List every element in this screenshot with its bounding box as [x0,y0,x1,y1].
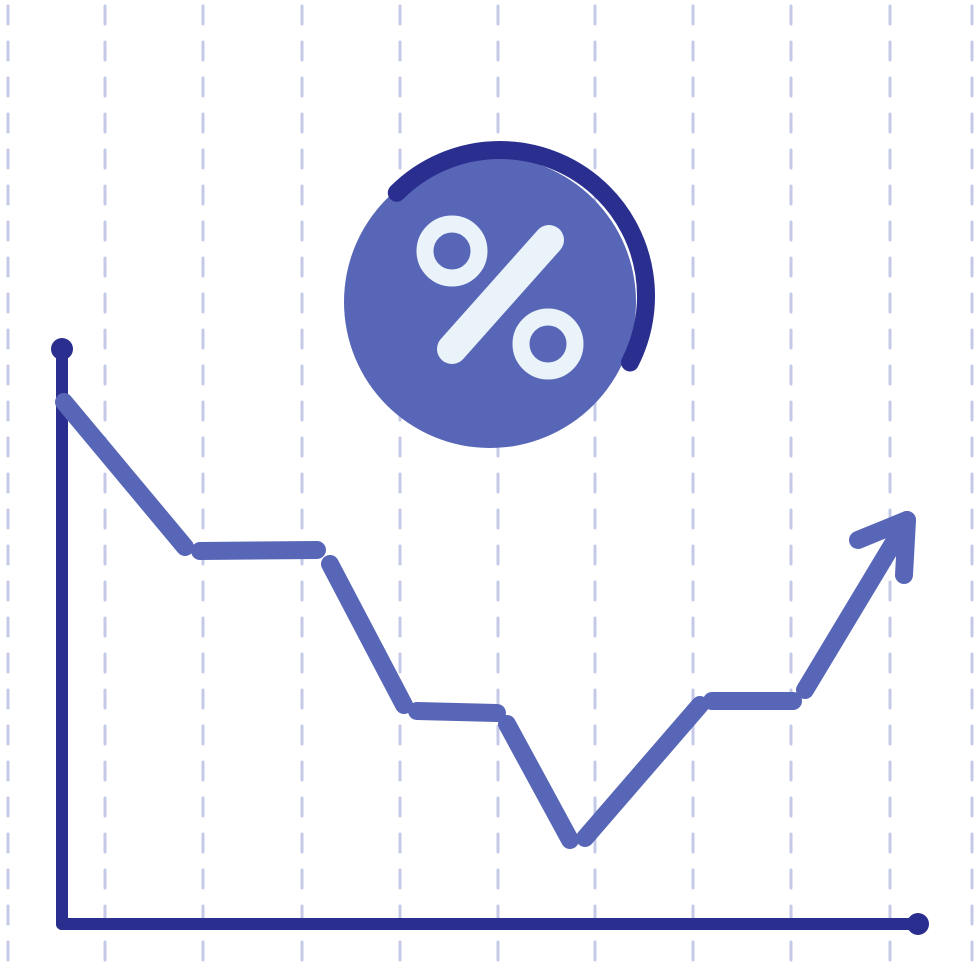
trend-arrow-line [64,402,907,840]
percent-badge-icon [294,90,707,503]
rate-chart-svg [0,0,980,980]
rate-chart-infographic [0,0,980,980]
